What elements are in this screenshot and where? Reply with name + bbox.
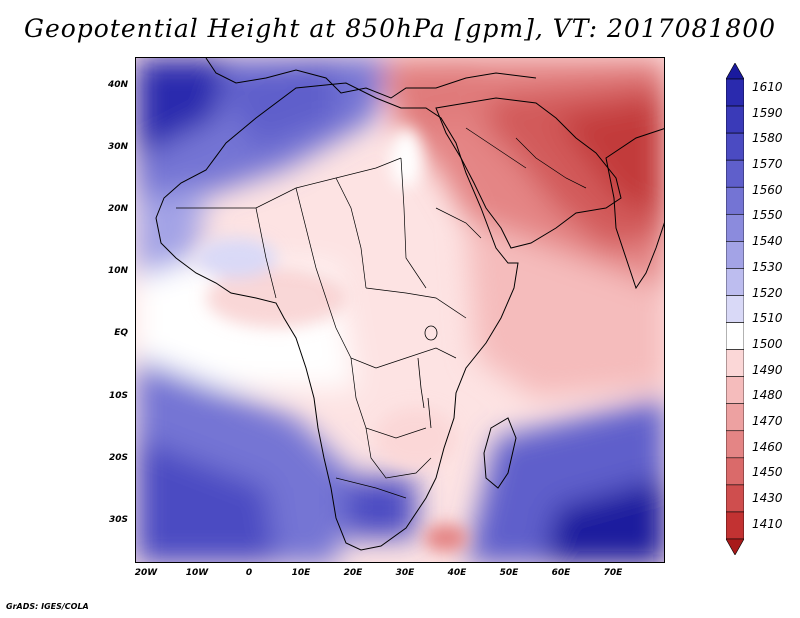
colorbar-label: 1590 (752, 106, 783, 120)
india-coastline (605, 128, 664, 290)
colorbar-label: 1410 (752, 517, 783, 531)
colorbar-swatch (726, 186, 744, 215)
colorbar-swatch (726, 322, 744, 350)
colorbar-label: 1580 (752, 131, 783, 145)
colorbar-label: 1530 (752, 260, 783, 274)
colorbar-swatch (726, 268, 744, 296)
lon-label-60e: 60E (551, 568, 571, 578)
colorbar-label: 1560 (752, 183, 783, 197)
lon-label-10e: 10E (291, 568, 311, 578)
colorbar-swatch (726, 132, 744, 161)
colorbar-swatch (726, 457, 744, 486)
africa-coastline (155, 82, 519, 551)
lon-label-0: 0 (245, 568, 253, 578)
lat-label-30n: 30N (107, 142, 128, 152)
lat-label-20n: 20N (107, 204, 128, 214)
arabia-coastline (435, 97, 622, 249)
colorbar-label: 1510 (752, 311, 783, 325)
lon-label-30e: 30E (395, 568, 415, 578)
colorbar-swatch (726, 484, 744, 513)
colorbar-swatch (726, 241, 744, 269)
europe-coastline (205, 58, 537, 99)
map-svg (136, 58, 664, 562)
colorbar-swatch (726, 159, 744, 188)
colorbar-swatch (726, 430, 744, 459)
colorbar-swatch (726, 349, 744, 377)
map-title: Geopotential Height at 850hPa [gpm], VT:… (23, 14, 777, 43)
credit-text: GrADS: IGES/COLA (6, 602, 89, 611)
colorbar-label: 1540 (752, 234, 783, 248)
colorbar-label: 1610 (752, 80, 783, 94)
colorbar-label: 1470 (752, 414, 783, 428)
colorbar-swatch (726, 511, 744, 540)
colorbar-label: 1490 (752, 363, 783, 377)
lon-label-20e: 20E (343, 568, 363, 578)
colorbar-label: 1460 (752, 440, 783, 454)
lon-label-10w: 10W (185, 568, 209, 578)
country-borders (176, 127, 587, 499)
lon-label-70e: 70E (603, 568, 623, 578)
colorbar-swatch (726, 63, 744, 80)
lat-label-10n: 10N (107, 266, 128, 276)
lon-label-50e: 50E (499, 568, 519, 578)
colorbar-swatch (726, 295, 744, 323)
colorbar-label: 1500 (752, 337, 783, 351)
colorbar-label: 1480 (752, 388, 783, 402)
colorbar-swatch (726, 78, 744, 107)
colorbar-swatch (726, 376, 744, 405)
madagascar-coastline (483, 417, 517, 489)
colorbar-label: 1570 (752, 157, 783, 171)
colorbar-swatch (726, 105, 744, 134)
colorbar-label: 1430 (752, 491, 783, 505)
colorbar (726, 63, 744, 555)
lat-label-eq: EQ (114, 328, 128, 338)
lat-label-20s: 20S (108, 453, 128, 463)
colorbar-label: 1520 (752, 286, 783, 300)
map-plot (135, 57, 665, 563)
lon-label-40e: 40E (447, 568, 467, 578)
lat-label-40n: 40N (107, 80, 128, 90)
colorbar-label: 1450 (752, 465, 783, 479)
colorbar-swatch (726, 213, 744, 242)
colorbar-label: 1550 (752, 208, 783, 222)
colorbar-swatch (726, 538, 744, 555)
great-lakes (417, 325, 438, 429)
lon-label-20w: 20W (134, 568, 158, 578)
colorbar-swatch (726, 403, 744, 432)
lat-label-10s: 10S (108, 391, 128, 401)
lat-label-30s: 30S (108, 515, 128, 525)
